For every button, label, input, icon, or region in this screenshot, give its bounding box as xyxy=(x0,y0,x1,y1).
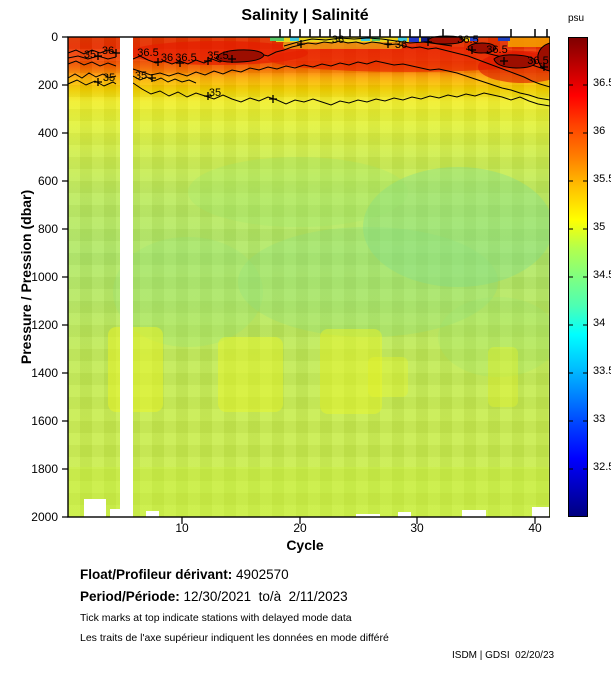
contour-label-plus-marks xyxy=(94,38,548,103)
colorbar-tick-label: 36.5 xyxy=(593,77,611,89)
x-tick-label: 30 xyxy=(410,521,424,535)
contour-label: 36.5 xyxy=(527,55,549,67)
contour-label: 35 xyxy=(102,72,116,84)
colorbar-tick-label: 36 xyxy=(593,125,606,137)
contour-label: 36.5 xyxy=(486,44,508,56)
y-tick-label: 1200 xyxy=(31,318,58,332)
y-tick-label: 0 xyxy=(51,30,58,44)
float-id-line: Float/Profileur dérivant: 4902570 xyxy=(80,567,289,582)
y-tick-label: 800 xyxy=(37,222,58,236)
colorbar-unit-label: psu xyxy=(568,13,585,24)
plot-border xyxy=(67,36,550,518)
y-tick-label: 1800 xyxy=(31,462,58,476)
period-label: Period/Période: xyxy=(80,589,180,604)
colorbar xyxy=(568,37,588,517)
y-tick-label: 600 xyxy=(37,174,58,188)
colorbar-tick-label: 35 xyxy=(593,221,606,233)
contour-label: 36.5 xyxy=(137,47,159,59)
salinity-color-field xyxy=(68,37,550,517)
x-tick-label: 20 xyxy=(293,521,307,535)
contour-label: 36 xyxy=(394,39,408,51)
contour-label: 35 xyxy=(83,49,97,61)
x-axis-tick-marks xyxy=(181,517,536,524)
period-value: 12/30/2021 to/à 2/11/2023 xyxy=(183,589,348,604)
x-tick-label: 10 xyxy=(175,521,189,535)
float-id-label: Float/Profileur dérivant: xyxy=(80,567,233,582)
delayed-mode-tick-marks xyxy=(279,29,548,37)
contour-label: 35 xyxy=(134,70,148,82)
x-axis-label: Cycle xyxy=(286,537,324,553)
y-tick-label: 200 xyxy=(37,78,58,92)
y-axis-label: Pressure / Pression (dbar) xyxy=(18,189,34,365)
missing-data-gaps xyxy=(84,37,549,517)
contour-label: 36.5 xyxy=(175,52,197,64)
y-tick-label: 2000 xyxy=(31,510,58,524)
note-french: Les traits de l'axe supérieur indiquent … xyxy=(80,632,389,644)
y-tick-label: 400 xyxy=(37,126,58,140)
contour-label: 36 xyxy=(160,52,174,64)
contour-label: 36 xyxy=(101,45,115,57)
contour-label: 36.5 xyxy=(457,34,479,46)
issuer-credit: ISDM | GDSI 02/20/23 xyxy=(452,650,555,661)
colorbar-tick-marks xyxy=(569,84,587,470)
y-tick-label: 1600 xyxy=(31,414,58,428)
period-line: Period/Période: 12/30/2021 to/à 2/11/202… xyxy=(80,589,348,604)
colorbar-tick-label: 35.5 xyxy=(593,173,611,185)
y-axis-tick-marks xyxy=(62,36,68,518)
colorbar-tick-label: 33 xyxy=(593,413,606,425)
colorbar-tick-label: 32.5 xyxy=(593,461,611,473)
colorbar-tick-label: 34 xyxy=(593,317,606,329)
field-patches xyxy=(68,37,550,517)
x-tick-label: 40 xyxy=(528,521,542,535)
contour-lines xyxy=(67,37,550,107)
contour-label: 36 xyxy=(331,34,345,46)
note-english: Tick marks at top indicate stations with… xyxy=(80,612,352,624)
contour-overlay xyxy=(62,29,550,524)
colorbar-tick-label: 33.5 xyxy=(593,365,611,377)
contour-plot-area: 35 36 36.5 36 36.5 35.5 35 35 35 36 36 3… xyxy=(62,29,550,524)
y-tick-label: 1400 xyxy=(31,366,58,380)
contour-label: 35 xyxy=(208,87,222,99)
contour-label: 35.5 xyxy=(207,50,229,62)
float-id-value: 4902570 xyxy=(236,567,289,582)
plot-title: Salinity | Salinité xyxy=(241,7,369,24)
y-tick-label: 1000 xyxy=(31,270,58,284)
colorbar-tick-label: 34.5 xyxy=(593,269,611,281)
